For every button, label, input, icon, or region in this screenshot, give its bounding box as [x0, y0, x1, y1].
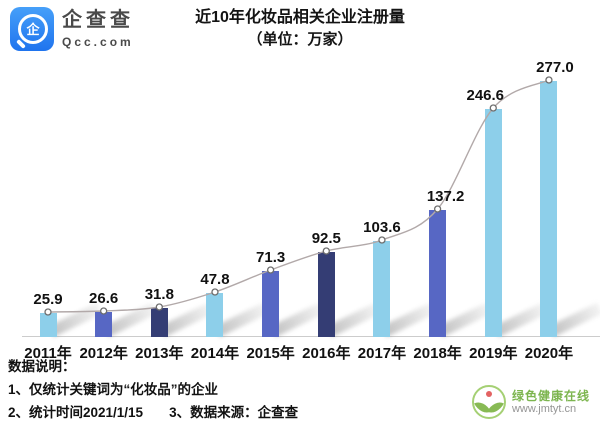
- bar-value-label: 31.8: [144, 286, 174, 303]
- x-axis-line: [22, 336, 600, 337]
- bar-2019年: [484, 109, 502, 337]
- bar-2020年: [540, 81, 558, 337]
- chart-title: 近10年化妆品相关企业注册量: [195, 9, 405, 26]
- brand: 企 企查查 Qcc.com: [10, 7, 134, 51]
- note-2b: 3、数据来源：企查查: [169, 405, 299, 420]
- bar-2013年: [150, 308, 168, 337]
- note-2a: 2、统计时间2021/1/15: [8, 405, 144, 420]
- bar-value-label: 277.0: [536, 59, 574, 76]
- x-axis-label: 2011年: [24, 345, 72, 362]
- bar-2018年: [429, 210, 447, 337]
- leaf-logo-icon: [471, 385, 506, 419]
- watermark-name: 绿色健康在线: [511, 388, 590, 403]
- bar-value-label: 92.5: [311, 230, 341, 247]
- watermark: 绿色健康在线 www.jmtyt.cn: [471, 385, 590, 419]
- qcc-logo-icon: 企: [10, 7, 54, 51]
- bar-value-label: 246.6: [466, 87, 505, 104]
- note-2: 2、统计时间2021/1/15 3、数据来源：企查查: [8, 406, 298, 420]
- brand-text: 企查查 Qcc.com: [62, 7, 134, 49]
- watermark-url: www.jmtyt.cn: [511, 402, 577, 415]
- notes-heading: 数据说明：: [8, 359, 76, 374]
- title-block: 近10年化妆品相关企业注册量 （单位：万家）: [0, 8, 600, 50]
- bar-2017年: [373, 241, 391, 337]
- bar-value-label: 26.6: [89, 290, 119, 307]
- bar-2016年: [317, 252, 335, 337]
- note-1: 1、仅统计关键词为“化妆品”的企业: [8, 382, 219, 397]
- x-axis-label: 2020年: [524, 345, 574, 362]
- trend-line-path: [47, 79, 550, 313]
- magnifier-ring-icon: 企: [18, 14, 48, 44]
- data-notes: 数据说明： 1、仅统计关键词为“化妆品”的企业 2、统计时间2021/1/15 3…: [8, 360, 298, 429]
- bar-value-label: 47.8: [200, 271, 230, 288]
- x-axis-label: 2012年: [79, 345, 128, 362]
- chart-subtitle: （单位：万家）: [247, 31, 353, 48]
- x-axis-label: 2015年: [246, 345, 295, 362]
- bar-2012年: [95, 312, 113, 337]
- bar-value-label: 71.3: [256, 249, 286, 266]
- bar-value-label: 137.2: [426, 188, 465, 205]
- bar-value-label: 25.9: [33, 291, 63, 308]
- brand-domain: Qcc.com: [62, 35, 134, 49]
- bar-2015年: [262, 271, 280, 337]
- leaf-right-icon: [487, 398, 504, 417]
- bar-2011年: [39, 313, 57, 337]
- x-axis-label: 2019年: [469, 345, 518, 362]
- x-axis-label: 2017年: [357, 345, 407, 362]
- x-axis-label: 2013年: [135, 345, 184, 362]
- bar-value-label: 103.6: [363, 219, 401, 236]
- x-axis-label: 2018年: [413, 345, 462, 362]
- brand-name: 企查查: [62, 9, 134, 31]
- x-axis-label: 2014年: [190, 345, 240, 362]
- logo-character: 企: [26, 21, 40, 37]
- watermark-text: 绿色健康在线 www.jmtyt.cn: [512, 389, 590, 416]
- bar-2014年: [206, 293, 224, 337]
- red-dot-icon: [485, 391, 492, 397]
- x-axis-label: 2016年: [302, 345, 351, 362]
